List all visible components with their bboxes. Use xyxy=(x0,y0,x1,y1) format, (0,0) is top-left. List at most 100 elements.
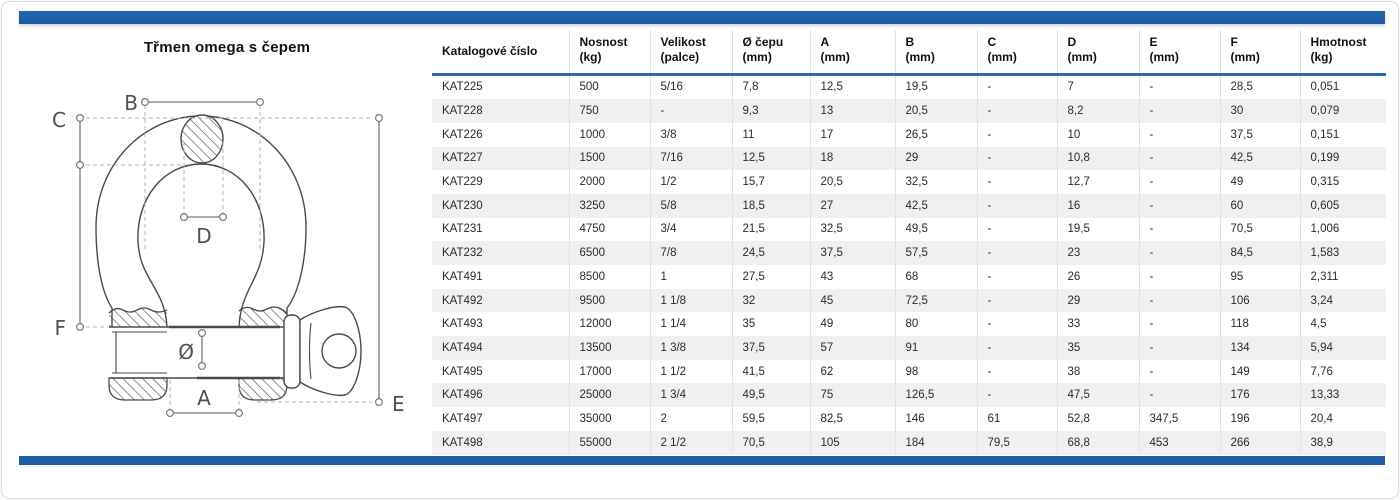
table-row: KAT232 6500 7/8 24,5 37,5 57,5-23-84,5 1,583 xyxy=(432,241,1386,265)
table-cell: KAT229 xyxy=(432,170,570,194)
table-cell: - xyxy=(977,336,1058,360)
table-cell: - xyxy=(977,359,1058,384)
table-cell: 19,5 xyxy=(1057,217,1140,242)
column-header: F (mm) xyxy=(1220,30,1301,76)
table-cell: 0,199 xyxy=(1310,152,1340,165)
table-cell: KAT226 xyxy=(432,122,570,147)
table-cell: 41,5 xyxy=(732,359,811,384)
dim-label-diameter: Ø xyxy=(178,340,194,364)
table-cell: - xyxy=(977,74,1058,100)
table-cell: 1 3/8 xyxy=(650,336,733,360)
dimension-lines xyxy=(79,101,380,414)
page-title: Třmen omega s čepem xyxy=(143,39,311,56)
table-cell: 57 xyxy=(810,336,896,360)
table-row: KAT492 9500 1 1/8 32 45 72,5-29-106 3,24 xyxy=(432,288,1386,313)
construction-lines xyxy=(86,105,372,410)
table-cell: 3/8 xyxy=(650,122,733,147)
table-cell: - xyxy=(1139,265,1221,289)
table-cell: 12,5 xyxy=(732,146,811,171)
table-row: KAT229 2000 1/2 15,7 20,5 32,5-12,7-49 0,315 xyxy=(432,170,1386,194)
table-row: KAT493 12000 1 1/4 35 49 80-33-118 4,5 xyxy=(432,312,1386,337)
table-cell: 57,5 xyxy=(895,241,978,265)
table-cell: 23 xyxy=(1057,241,1140,265)
table-cell: 32 xyxy=(732,288,811,313)
table-cell: KAT496 xyxy=(432,383,570,408)
table-cell: 12,7 xyxy=(1057,170,1140,194)
table-cell: 16 xyxy=(1057,193,1140,218)
table-cell: 0,315 xyxy=(1310,176,1340,189)
table-cell: - xyxy=(977,383,1058,408)
table-cell: 61 xyxy=(977,407,1058,431)
table-cell: 4,5 xyxy=(1310,318,1327,331)
table-cell: - xyxy=(1139,359,1221,384)
table-cell: 146 xyxy=(895,407,978,431)
table-cell: 6500 xyxy=(569,241,651,265)
table-cell: 42,5 xyxy=(1220,146,1301,171)
table-cell: - xyxy=(1139,383,1221,408)
table-cell: 9500 xyxy=(569,288,651,313)
table-cell: KAT491 xyxy=(432,265,570,289)
table-cell: KAT494 xyxy=(432,336,570,360)
table-cell: - xyxy=(977,312,1058,337)
table-cell: 347,5 xyxy=(1139,407,1221,431)
table-cell: 38,9 xyxy=(1310,436,1333,449)
table-cell: 12,5 xyxy=(810,74,896,100)
table-cell: KAT497 xyxy=(432,407,570,431)
table-row: KAT225 500 5/16 7,8 12,5 19,5-7-28,5 0,051 xyxy=(432,74,1386,100)
table-cell: 105 xyxy=(810,430,896,455)
table-cell: 0,079 xyxy=(1310,105,1340,118)
table-cell: 37,5 xyxy=(732,336,811,360)
table-cell: - xyxy=(1139,336,1221,360)
table-cell: 30 xyxy=(1220,99,1301,123)
table-cell: 68,8 xyxy=(1057,430,1140,455)
table-cell: 18,5 xyxy=(732,193,811,218)
table-cell: 70,5 xyxy=(732,430,811,455)
table-cell: 196 xyxy=(1220,407,1301,431)
table-cell: 3250 xyxy=(569,193,651,218)
table-cell: 55000 xyxy=(569,430,651,455)
table-cell: - xyxy=(1139,122,1221,147)
table-cell: 0,605 xyxy=(1310,199,1340,212)
table-cell: 2,311 xyxy=(1310,270,1339,283)
table-cell: - xyxy=(977,146,1058,171)
table-cell: 35 xyxy=(1057,336,1140,360)
table-cell: 82,5 xyxy=(810,407,896,431)
table-cell: - xyxy=(977,265,1058,289)
table-cell: 79,5 xyxy=(977,430,1058,455)
shackle-diagram: B C D F Ø A E xyxy=(52,91,405,418)
table-cell: 68 xyxy=(895,265,978,289)
table-cell: - xyxy=(977,288,1058,313)
table-cell: 62 xyxy=(810,359,896,384)
table-cell: 32,5 xyxy=(810,217,896,242)
table-cell: 49 xyxy=(810,312,896,337)
column-header: C (mm) xyxy=(977,30,1058,76)
column-header: Katalogové číslo xyxy=(432,30,570,76)
table-cell: 72,5 xyxy=(895,288,978,313)
table-cell: 8,2 xyxy=(1057,99,1140,123)
dim-label-c: C xyxy=(52,108,66,132)
table-row: KAT227 1500 7/16 12,5 18 29-10,8-42,5 0,199 xyxy=(432,146,1386,171)
table-row: KAT228 750-9,3 13 20,5-8,2-30 0,079 xyxy=(432,99,1386,123)
table-cell: 70,5 xyxy=(1220,217,1301,242)
table-cell: 18 xyxy=(810,146,896,171)
table-cell: 21,5 xyxy=(732,217,811,242)
table-cell: 17000 xyxy=(569,359,651,384)
table-cell: 1500 xyxy=(569,146,651,171)
table-cell: 118 xyxy=(1220,312,1301,337)
table-cell: 33 xyxy=(1057,312,1140,337)
table-cell: 45 xyxy=(810,288,896,313)
table-cell: 42,5 xyxy=(895,193,978,218)
table-cell: 49,5 xyxy=(732,383,811,408)
table-cell: 13,33 xyxy=(1310,389,1340,402)
table-cell: 1 1/8 xyxy=(650,288,733,313)
dimension-endpoints xyxy=(75,98,384,418)
table-row: KAT226 1000 3/8 11 17 26,5-10-37,5 0,151 xyxy=(432,122,1386,147)
table-cell: 149 xyxy=(1220,359,1301,384)
table-cell: - xyxy=(1139,288,1221,313)
table-cell: - xyxy=(1139,312,1221,337)
table-cell: 20,5 xyxy=(810,170,896,194)
table-cell: - xyxy=(1139,146,1221,171)
table-cell: - xyxy=(977,170,1058,194)
column-header: A (mm) xyxy=(810,30,896,76)
